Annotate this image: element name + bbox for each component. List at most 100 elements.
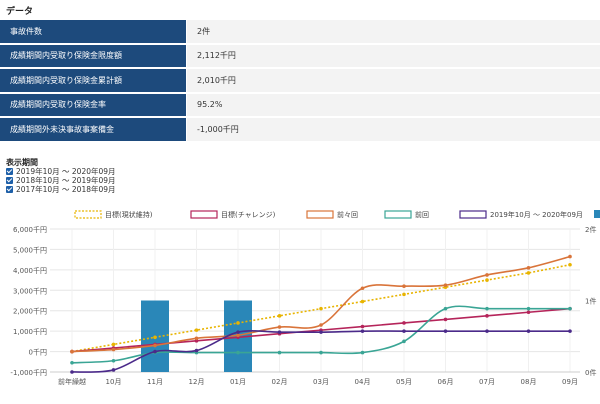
y-tick-label: 0千円 (29, 348, 47, 357)
y-tick-label: 1,000千円 (13, 327, 47, 336)
legend-swatch[interactable] (75, 211, 101, 218)
x-tick-label: 11月 (147, 378, 163, 386)
y-tick-label: 2,000千円 (13, 307, 47, 316)
table-row: 事故件数 2件 (0, 20, 600, 44)
y-tick-label: -1,000千円 (10, 368, 47, 377)
legend-swatch[interactable] (307, 211, 333, 218)
data-section-title: データ (6, 4, 33, 17)
stat-value: 2,010千円 (187, 68, 600, 93)
x-tick-label: 03月 (313, 378, 329, 386)
y-tick-label: 5,000千円 (13, 245, 47, 254)
series-point (195, 349, 199, 353)
y-tick-label: 6,000千円 (13, 225, 47, 234)
y-tick-label: 4,000千円 (13, 266, 47, 275)
y2-tick-label: 2件 (585, 225, 596, 234)
x-tick-label: 05月 (396, 378, 412, 386)
x-tick-label: 01月 (230, 378, 246, 386)
series-point (361, 286, 365, 290)
x-tick-label: 06月 (438, 378, 454, 386)
series-point (485, 307, 489, 311)
stat-value: 2件 (187, 20, 600, 44)
series-point (568, 329, 572, 333)
stat-label: 成績期間内受取り保険金率 (0, 93, 187, 118)
series-point (112, 343, 116, 347)
checkbox-checked-icon[interactable] (6, 177, 13, 184)
series-point (568, 307, 572, 311)
table-row: 成績期間外未決事故事案備金 -1,000千円 (0, 117, 600, 142)
series-point (112, 368, 116, 372)
period-list: 2019年10月 〜 2020年09月 2018年10月 〜 2019年09月 … (6, 167, 116, 194)
stat-value: 95.2% (187, 93, 600, 118)
series-point (527, 310, 531, 314)
legend-swatch[interactable] (594, 210, 600, 218)
x-tick-label: 02月 (272, 378, 288, 386)
legend-swatch[interactable] (191, 211, 217, 218)
legend-label[interactable]: 2019年10月 〜 2020年09月 (490, 210, 583, 219)
x-tick-label: 07月 (479, 378, 495, 386)
stat-value: 2,112千円 (187, 44, 600, 69)
series-point (444, 329, 448, 333)
series-point (112, 348, 116, 352)
legend-swatch[interactable] (460, 211, 486, 218)
series-point (485, 329, 489, 333)
series-point (70, 350, 74, 354)
y2-tick-label: 0件 (585, 368, 596, 377)
legend-label[interactable]: 目標(チャレンジ) (221, 210, 276, 219)
series-point (361, 329, 365, 333)
series-point (361, 351, 365, 355)
checkbox-checked-icon[interactable] (6, 168, 13, 175)
x-tick-label: 前年繰越 (58, 377, 86, 386)
series-point (319, 323, 323, 327)
series-point (278, 314, 282, 318)
series-point (485, 278, 489, 282)
series-point (568, 255, 572, 259)
series-point (402, 321, 406, 325)
legend-label[interactable]: 目標(現状維持) (105, 210, 153, 219)
stat-label: 成績期間内受取り保険金限度額 (0, 44, 187, 69)
x-tick-label: 10月 (106, 378, 122, 386)
series-point (153, 350, 157, 354)
table-row: 成績期間内受取り保険金率 95.2% (0, 93, 600, 118)
x-tick-label: 12月 (189, 378, 205, 386)
series-point (153, 344, 157, 348)
table-row: 成績期間内受取り保険金限度額 2,112千円 (0, 44, 600, 69)
series-point (402, 293, 406, 297)
stat-label: 成績期間内受取り保険金累計額 (0, 68, 187, 93)
period-checkbox-item[interactable]: 2018年10月 〜 2019年09月 (6, 176, 116, 185)
series-point (402, 284, 406, 288)
stat-label: 成績期間外未決事故事案備金 (0, 117, 187, 142)
series-point (402, 329, 406, 333)
series-point (278, 325, 282, 329)
series-point (236, 330, 240, 334)
checkbox-checked-icon[interactable] (6, 186, 13, 193)
period-checkbox-item[interactable]: 2019年10月 〜 2020年09月 (6, 167, 116, 176)
series-point (444, 283, 448, 287)
series-point (70, 370, 74, 374)
x-tick-label: 09月 (562, 378, 578, 386)
series-point (278, 351, 282, 355)
legend-swatch[interactable] (385, 211, 411, 218)
legend-label[interactable]: 前々回 (337, 210, 358, 219)
stats-table: 事故件数 2件 成績期間内受取り保険金限度額 2,112千円 成績期間内受取り保… (0, 20, 600, 143)
series-point (485, 314, 489, 318)
series-point (527, 329, 531, 333)
series-point (319, 307, 323, 311)
series-point (527, 266, 531, 270)
legend-label[interactable]: 前回 (415, 210, 429, 219)
series-point (485, 273, 489, 277)
series-point (278, 330, 282, 334)
series-point (527, 271, 531, 275)
period-label: 2018年10月 〜 2019年09月 (16, 176, 116, 185)
y-tick-label: 3,000千円 (13, 286, 47, 295)
series-point (236, 321, 240, 325)
series-point (361, 325, 365, 329)
series-point (112, 359, 116, 363)
series-point (402, 340, 406, 344)
period-label: 2019年10月 〜 2020年09月 (16, 167, 116, 176)
stat-label: 事故件数 (0, 20, 187, 44)
series-point (153, 335, 157, 339)
series-point (195, 336, 199, 340)
series-point (444, 318, 448, 322)
series-point (527, 307, 531, 311)
period-checkbox-item[interactable]: 2017年10月 〜 2018年09月 (6, 185, 116, 194)
